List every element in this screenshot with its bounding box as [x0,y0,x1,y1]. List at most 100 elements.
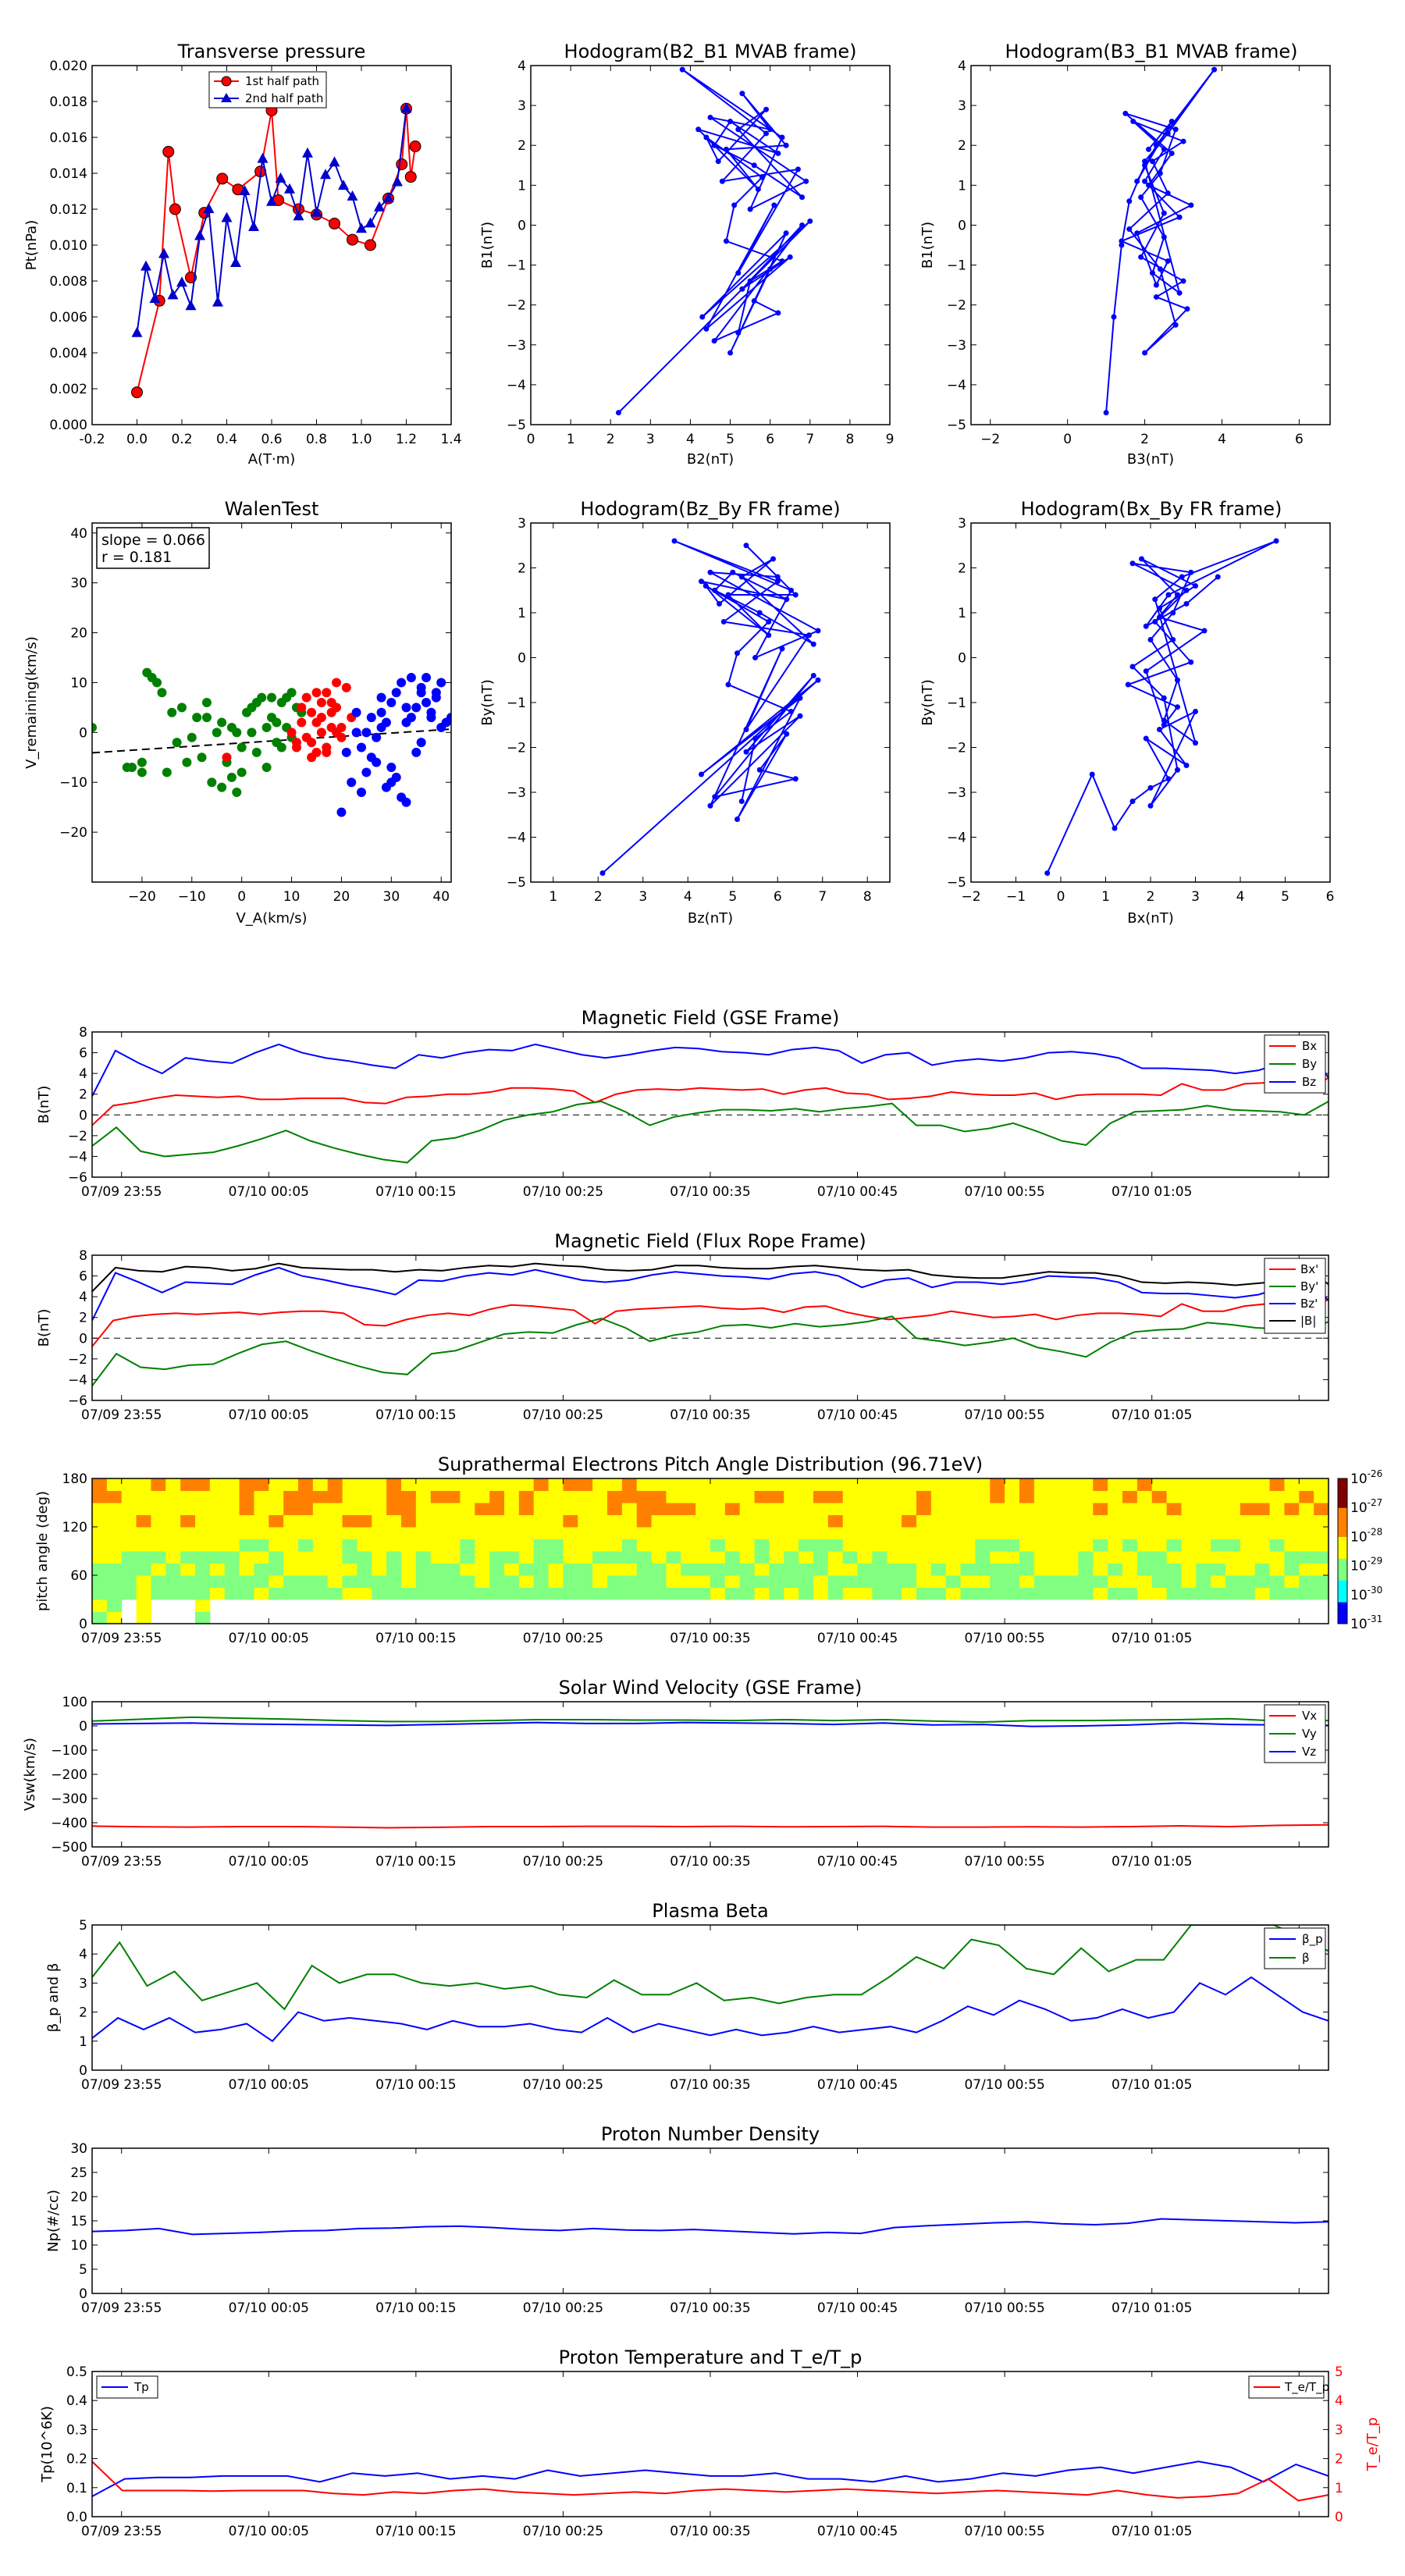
data-point [810,673,816,678]
heatmap-cell [475,1563,490,1576]
heatmap-cell [1108,1587,1123,1600]
heatmap-cell [887,1587,902,1600]
heatmap-cell [930,1551,947,1564]
heatmap-cell [887,1478,902,1491]
heatmap-cell [1093,1527,1108,1539]
heatmap-cell [621,1587,638,1600]
heatmap-cell [1093,1539,1108,1552]
heatmap-cell [739,1503,756,1515]
data-point [751,162,757,169]
scatter-point [301,692,311,703]
data-point [248,221,259,231]
data-point [774,578,781,585]
heatmap-cell [1093,1563,1108,1576]
heatmap-cell [1181,1490,1197,1503]
series-line [1046,540,1277,873]
heatmap-cell [136,1611,151,1624]
heatmap-cell [666,1490,681,1503]
heatmap-cell [504,1551,520,1564]
y-tick-label: −5 [507,875,526,891]
heatmap-cell [1048,1539,1065,1552]
x-axis-label: Bx(nT) [1127,910,1173,927]
data-point [1175,767,1180,773]
heatmap-cell [607,1539,623,1552]
heatmap-cell [1078,1587,1094,1600]
colorbar-cell [1338,1503,1347,1508]
y-tick-label: −3 [947,338,966,354]
panel-magnetic-field-gse: Magnetic Field (GSE Frame) −6−4−20246807… [36,1007,1329,1200]
heatmap-cell [475,1503,490,1515]
data-point [374,201,385,212]
heatmap-cell [975,1539,991,1552]
heatmap-cell [739,1478,756,1491]
heatmap-cell [666,1551,681,1564]
heatmap-cell [445,1503,461,1515]
time-tick-label: 07/10 00:05 [229,1407,309,1423]
panel-title: Suprathermal Electrons Pitch Angle Distr… [438,1453,983,1475]
heatmap-cell [1211,1563,1226,1576]
data-point [747,278,753,284]
scatter-point [446,713,451,723]
x-tick-label: 1.0 [350,432,372,447]
heatmap-cell [1151,1563,1168,1576]
heatmap-cell [254,1514,269,1528]
heatmap-cell [827,1587,844,1600]
x-tick-label: 6 [774,889,782,905]
data-point [1273,538,1279,544]
heatmap-cell [607,1514,623,1528]
x-tick-label: 2 [594,889,603,905]
heatmap-cell [666,1563,681,1576]
heatmap-cell [1314,1478,1329,1491]
heatmap-cell [1166,1527,1182,1539]
heatmap-cell [636,1551,653,1564]
data-point [1161,722,1167,728]
heatmap-cell [401,1551,417,1564]
heatmap-cell [312,1490,329,1503]
series-line [136,109,416,393]
x-tick-label: 4 [686,432,695,447]
heatmap-cell [1019,1478,1035,1491]
heatmap-cell [1196,1514,1211,1528]
y-tick-label: −400 [51,1816,87,1831]
heatmap-cell [151,1587,166,1600]
data-point [1134,230,1140,237]
heatmap-cell [636,1587,653,1600]
scatter-point [217,717,227,728]
heatmap-cell [136,1478,151,1491]
scatter-point [137,757,147,767]
heatmap-cell [930,1575,947,1588]
heatmap-cell [430,1527,446,1539]
series-line [602,540,820,874]
heatmap-cell [578,1587,593,1600]
heatmap-cell [902,1563,917,1576]
heatmap-cell [1181,1527,1197,1539]
heatmap-cell [136,1563,151,1576]
scatter-point [167,707,177,717]
panel-title: Proton Temperature and T_e/T_p [559,2347,863,2368]
colorbar-cell [1338,1609,1347,1614]
heatmap-cell [401,1490,417,1503]
heatmap-cell [990,1478,1005,1491]
y-tick-label: 8 [79,1248,87,1264]
heatmap-cell [1151,1514,1168,1528]
heatmap-cell [533,1514,550,1528]
stats-box: slope = 0.066 r = 0.181 [96,527,210,569]
colorbar-cell [1338,1616,1347,1621]
heatmap-cell [842,1587,859,1600]
heatmap-cell [180,1503,196,1515]
time-tick-label: 07/10 01:05 [1112,2524,1192,2539]
heatmap-cell [607,1575,623,1588]
scatter-point [286,728,297,738]
heatmap-cell [960,1587,976,1600]
heatmap-cell [548,1539,564,1552]
heatmap-cell [1196,1527,1211,1539]
data-point [730,569,736,575]
heatmap-cell [283,1563,299,1576]
heatmap-cell [666,1587,681,1600]
heatmap-cell [1019,1563,1035,1576]
heatmap-cell [312,1551,329,1564]
heatmap-cell [651,1503,667,1515]
scatter-point [237,742,247,753]
heatmap-cell [739,1551,756,1564]
data-point [1142,350,1148,356]
